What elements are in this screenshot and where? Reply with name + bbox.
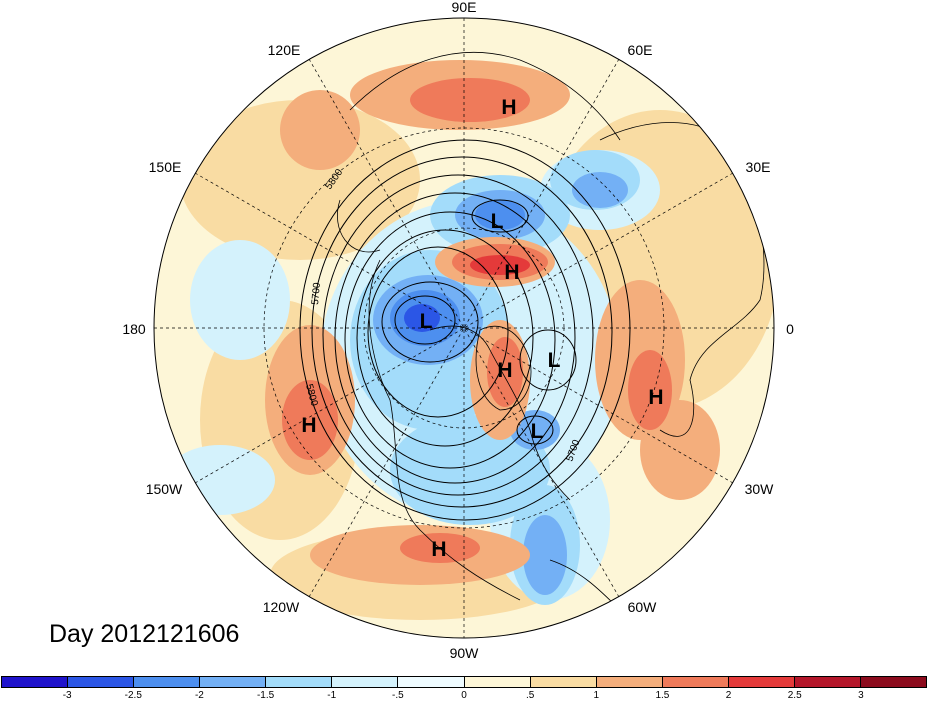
colorbar-tick-label: -3 [62,690,72,701]
low-center-4: L [531,420,544,443]
graticule [154,18,774,638]
verycold-north [475,200,525,230]
meridian-30e-150w [194,172,734,484]
contour-mid-3 [344,211,556,469]
colorbar-tick-label: .5 [525,690,535,701]
colorbar-box-1 [68,677,135,687]
meridian-60e-120w [308,58,620,598]
colorbar-box-8 [530,677,597,687]
coldest-low [404,304,440,332]
contour-north-low [471,199,529,233]
label-60w: 60W [628,599,658,615]
label-0: 0 [786,321,794,337]
coastline-eurasia-west [599,122,765,437]
high-center-2: H [504,261,519,284]
colorbar-tick-label: -2 [194,690,204,701]
colorbar-box-11 [728,677,795,687]
colorbar-tick-label: 2.5 [787,690,802,701]
contour-mid-1 [322,174,594,496]
colorbar-box-3 [200,677,267,687]
height-contours [299,139,631,521]
colorbar-boxes [1,676,927,688]
label-180: 180 [122,321,146,337]
colorbar-tick-label: 2 [725,690,732,701]
colorbar-box-4 [266,677,333,687]
high-center-1: H [501,96,516,119]
high-center-4: H [648,386,663,409]
high-center-3: H [497,359,512,382]
contour-low-2 [394,295,456,345]
low-center-3: L [548,349,561,372]
contour-l-atlantic [516,415,554,445]
high-center-5: H [301,414,316,437]
colorbar-tick-label: -.5 [392,690,404,701]
colorbar-box-0 [2,677,69,687]
colorbar-box-6 [398,677,465,687]
label-150w: 150W [146,481,183,497]
colorbar-tick-label: 1 [593,690,600,701]
cold-atlantic-south [523,515,567,595]
label-30w: 30W [745,481,775,497]
label-60e: 60E [628,42,653,58]
colorbar-tick-label: 1.5 [655,690,670,701]
low-center-1: L [491,210,504,233]
warm-region-siberia [180,100,420,260]
colorbar-box-5 [332,677,399,687]
contour-inner-2 [367,246,509,418]
meridian-150e-30w [194,172,734,484]
colorbar-box-9 [596,677,663,687]
hot-greenland [487,337,523,407]
hot-north-band [410,78,530,122]
colorbar-box-7 [464,677,531,687]
cool-region-west [190,240,290,360]
coastline-siberia [349,51,621,141]
contour-outer-1 [299,139,631,521]
colorbar-box-13 [861,677,927,687]
colorbar-box-2 [134,677,201,687]
colorbar-tick-label: 0 [461,690,467,701]
contour-mid-2 [334,192,576,484]
map-boundary [153,17,775,639]
colorbar: -3 -2.5 -2 -1.5 -1 -.5 0 .5 1 1.5 2 2.5 3 [0,676,928,702]
hot-europe [628,350,672,430]
label-120w: 120W [263,599,300,615]
day-title: Day 2012121606 [49,620,240,648]
warm-north-west [280,90,360,170]
contour-low-1 [381,281,479,363]
meridian-120e-60w [308,58,620,598]
contour-outer-2 [311,156,613,508]
coastline-north-america-west [368,259,521,601]
colorbar-tick-label: -1.5 [256,690,275,701]
coastline-north-america-east [429,325,571,501]
colorbar-tick-label: 3 [858,690,864,701]
colorbar-tick-label: -2.5 [124,690,142,701]
coastline-greenland [475,325,532,411]
colorbar-tick-label: -1 [327,690,337,701]
colorbar-box-10 [662,677,729,687]
cold-scand [572,172,628,208]
high-center-6: H [431,538,446,561]
label-90w: 90W [450,645,480,661]
label-30e: 30E [746,159,771,175]
label-150e: 150E [149,159,182,175]
low-center-2: L [420,310,433,333]
hottest-arctic [470,255,530,275]
contour-label-2: 5700 [310,282,323,306]
label-90e: 90E [452,0,477,15]
label-120e: 120E [268,42,301,58]
colorbar-box-12 [794,677,862,687]
